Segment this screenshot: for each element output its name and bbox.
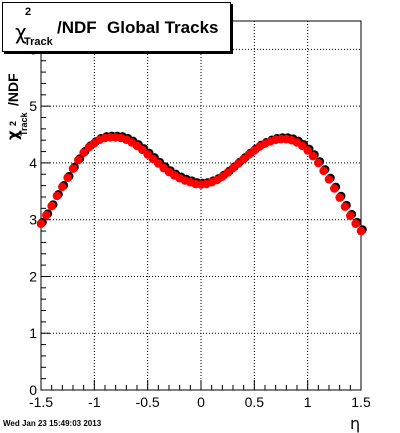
data-point: [330, 184, 339, 193]
data-point: [314, 158, 323, 168]
y-tick-label: 5: [29, 98, 37, 114]
y-axis-label-superscript: 2: [8, 121, 18, 126]
plot-frame: [40, 20, 362, 391]
x-tick-label: 0.5: [245, 394, 265, 410]
data-point: [356, 226, 366, 236]
data-points: [36, 131, 367, 236]
title-suffix: /NDF: [57, 18, 97, 37]
y-axis-label-subscript: Track: [19, 111, 29, 136]
data-point: [42, 210, 51, 220]
data-point: [36, 219, 46, 228]
data-point: [303, 146, 312, 155]
data-point: [346, 211, 355, 221]
title-symbol: χ: [15, 20, 27, 44]
title-box: χ 2 Track /NDF Global Tracks: [2, 2, 231, 52]
x-tick-label: -0.5: [136, 394, 160, 410]
x-tick-label: -1.5: [29, 394, 53, 410]
data-point: [79, 148, 88, 158]
y-tick-label: 1: [29, 325, 37, 341]
title-superscript: 2: [25, 6, 32, 18]
data-point: [335, 193, 344, 202]
x-tick-label: 0: [197, 394, 205, 410]
data-point: [58, 182, 67, 192]
x-axis-label: η: [350, 414, 360, 433]
y-axis-label-suffix: /NDF: [5, 73, 21, 106]
y-tick-label: 0: [29, 382, 37, 398]
y-tick-label: 3: [29, 212, 37, 228]
data-point: [308, 151, 318, 161]
chart-title: Global Tracks: [107, 18, 219, 37]
data-point: [324, 175, 334, 184]
x-tick-label: 1.5: [351, 394, 371, 410]
y-axis-label: χ 2 Track /NDF: [4, 73, 29, 140]
x-tick-label: 1: [304, 394, 312, 410]
timestamp: Wed Jan 23 15:49:03 2013: [3, 419, 102, 428]
data-point: [68, 164, 78, 173]
data-point: [47, 201, 56, 211]
x-tick-label: -1: [88, 394, 101, 410]
data-point: [74, 155, 83, 165]
y-axis-label-symbol: χ: [4, 130, 22, 140]
data-point: [319, 166, 328, 176]
data-point: [52, 191, 62, 201]
data-point: [63, 173, 72, 182]
y-tick-label: 2: [29, 268, 37, 284]
axes: -1.5-1-0.500.511.50123456: [29, 26, 371, 410]
data-point: [351, 219, 360, 228]
y-tick-label: 4: [29, 155, 37, 171]
title-subscript: Track: [24, 36, 53, 48]
data-point: [340, 202, 350, 211]
